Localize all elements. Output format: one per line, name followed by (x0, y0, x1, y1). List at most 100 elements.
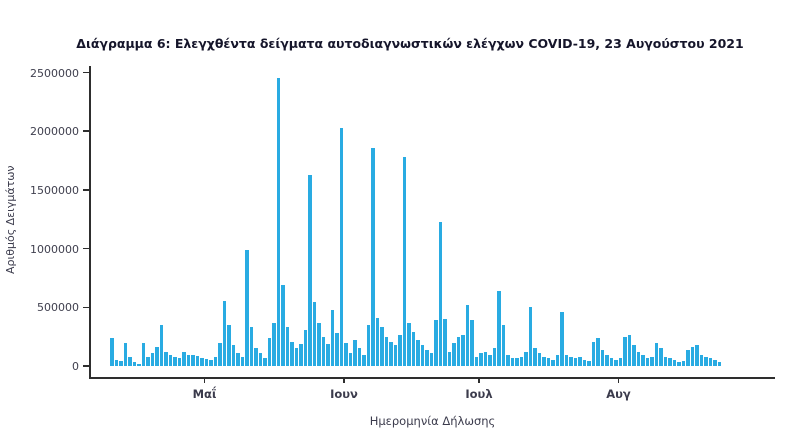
bar (528, 306, 533, 366)
x-tick-mark (617, 377, 620, 383)
bar (357, 348, 362, 366)
bar (560, 312, 564, 366)
bar (249, 326, 254, 366)
bar (393, 344, 398, 366)
bar (717, 362, 722, 366)
bar (515, 357, 519, 366)
bar (686, 350, 690, 366)
bar (479, 353, 483, 366)
bar (452, 343, 456, 366)
bar (110, 337, 114, 366)
bar (600, 350, 605, 366)
bar (555, 354, 560, 366)
bar (375, 317, 380, 366)
bar (362, 354, 366, 366)
bar (173, 356, 177, 366)
bar (488, 354, 492, 366)
x-axis-label: Ημερομηνία Δήλωσης (369, 414, 496, 428)
y-tick-label: 1500000 (30, 183, 79, 197)
y-tick-mark (83, 365, 89, 367)
bar (434, 320, 438, 366)
bar (258, 353, 263, 366)
bar (609, 357, 614, 366)
bar (438, 221, 443, 366)
bar (159, 324, 164, 366)
bar (150, 353, 155, 366)
bar (708, 357, 713, 366)
bar (546, 357, 551, 366)
bar (623, 336, 627, 366)
bar (614, 359, 618, 366)
bar (429, 353, 434, 366)
bar (618, 358, 623, 366)
bar (177, 358, 182, 366)
bar (663, 356, 668, 366)
bar (465, 304, 470, 366)
bar (420, 344, 425, 366)
bar (551, 360, 555, 366)
bar (227, 324, 231, 366)
bar (537, 353, 542, 366)
bar (186, 354, 191, 366)
bar (330, 309, 335, 366)
bar (470, 320, 474, 366)
bar (308, 174, 312, 366)
bar (524, 351, 528, 366)
bar (146, 356, 150, 366)
y-tick-mark (83, 71, 89, 74)
y-tick-label: 1000000 (30, 242, 79, 256)
y-tick-label: 0 (72, 360, 79, 373)
bar (407, 323, 411, 366)
y-tick-label: 2500000 (30, 66, 79, 80)
bar (353, 340, 357, 366)
bar (384, 336, 389, 366)
bar (501, 324, 506, 366)
bar (695, 344, 699, 366)
bar (290, 341, 294, 366)
x-axis-line (89, 377, 775, 379)
bar (672, 360, 677, 366)
bar (654, 343, 659, 366)
bar (402, 157, 407, 366)
bar (321, 336, 326, 366)
bar (641, 355, 645, 366)
bar (668, 357, 672, 366)
bar (591, 341, 596, 366)
bar (303, 329, 308, 366)
y-tick-mark (83, 247, 89, 250)
bar (398, 334, 402, 366)
bar (650, 356, 654, 366)
bar (587, 360, 591, 366)
x-tick-label: Μαΐ (192, 387, 217, 401)
bar (533, 348, 537, 366)
bar (456, 336, 461, 366)
y-tick-mark (83, 189, 89, 191)
y-tick-label: 500000 (37, 301, 79, 315)
bar (569, 356, 573, 366)
bar (573, 357, 578, 366)
bar (645, 358, 650, 366)
bar (461, 334, 465, 366)
bar (276, 78, 281, 366)
bar (209, 359, 213, 366)
x-tick-mark (343, 377, 345, 383)
bar (681, 360, 686, 366)
bar (240, 357, 245, 366)
bar (344, 343, 348, 366)
bar (267, 338, 272, 366)
bar (294, 348, 299, 366)
bar (506, 354, 510, 366)
x-tick-label: Ιουν (330, 387, 358, 401)
bar (231, 344, 236, 366)
bar (677, 361, 681, 366)
bar (123, 343, 128, 366)
y-tick-mark (83, 130, 89, 132)
bar (245, 250, 249, 366)
bar (636, 351, 641, 366)
y-axis-line (89, 66, 91, 378)
bar (204, 358, 209, 366)
bar (195, 356, 200, 366)
bar (605, 355, 609, 366)
bar (389, 341, 393, 366)
bar (416, 340, 420, 366)
